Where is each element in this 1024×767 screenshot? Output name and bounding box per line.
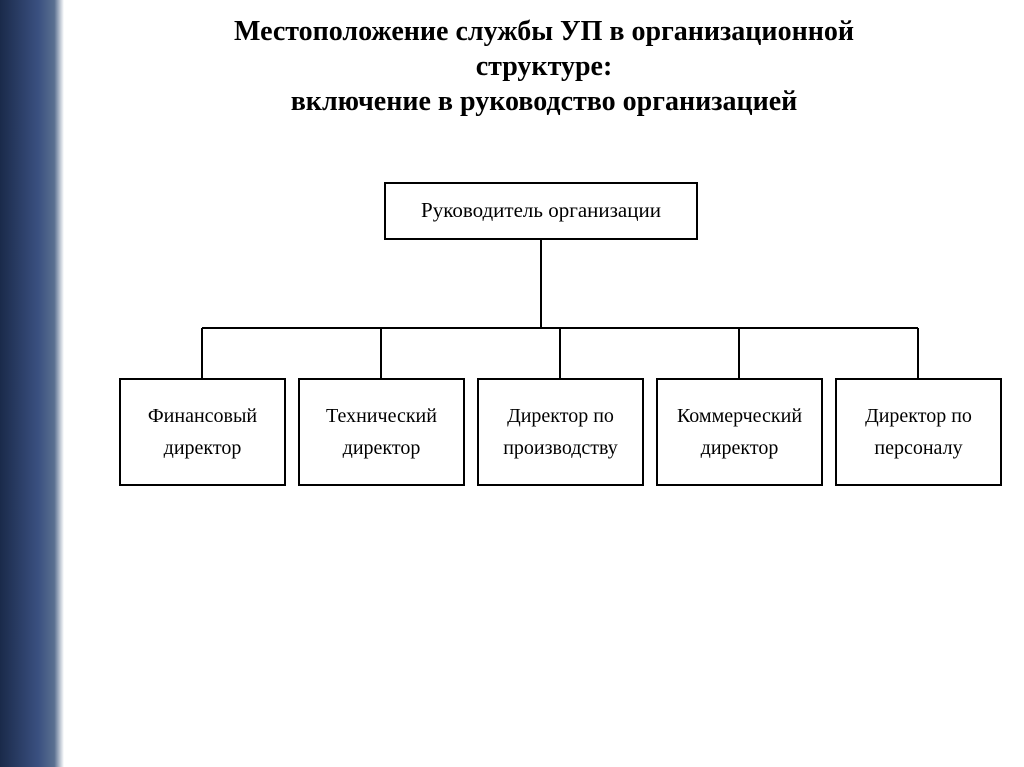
org-node-root: Руководитель организации <box>384 182 698 240</box>
content-area: Местоположение службы УП в организационн… <box>64 0 1024 767</box>
title-line-1: Местоположение службы УП в организационн… <box>234 16 854 47</box>
org-node-label: Технический директор <box>326 400 437 464</box>
org-node-root-label: Руководитель организации <box>421 194 661 228</box>
org-node-production-director: Директор по производству <box>477 378 644 486</box>
title-line-3: включение в руководство организацией <box>291 86 798 117</box>
org-node-label: Директор по персоналу <box>865 400 972 464</box>
org-node-label: Директор по производству <box>503 400 618 464</box>
org-node-hr-director: Директор по персоналу <box>835 378 1002 486</box>
org-node-label: Финансовый директор <box>148 400 257 464</box>
org-node-financial-director: Финансовый директор <box>119 378 286 486</box>
slide-title: Местоположение службы УП в организационн… <box>84 14 1004 119</box>
title-line-2: структуре: <box>476 51 613 82</box>
org-node-technical-director: Технический директор <box>298 378 465 486</box>
slide: Местоположение службы УП в организационн… <box>0 0 1024 767</box>
org-node-label: Коммерческий директор <box>677 400 802 464</box>
sidebar-gradient <box>0 0 64 767</box>
org-node-commercial-director: Коммерческий директор <box>656 378 823 486</box>
